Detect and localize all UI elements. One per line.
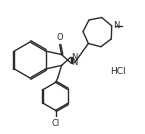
Text: N: N xyxy=(72,58,78,67)
Text: HCl: HCl xyxy=(110,68,126,77)
Text: N: N xyxy=(113,21,119,30)
Text: Cl: Cl xyxy=(51,119,60,128)
Text: N: N xyxy=(72,53,78,62)
Text: O: O xyxy=(56,33,63,42)
